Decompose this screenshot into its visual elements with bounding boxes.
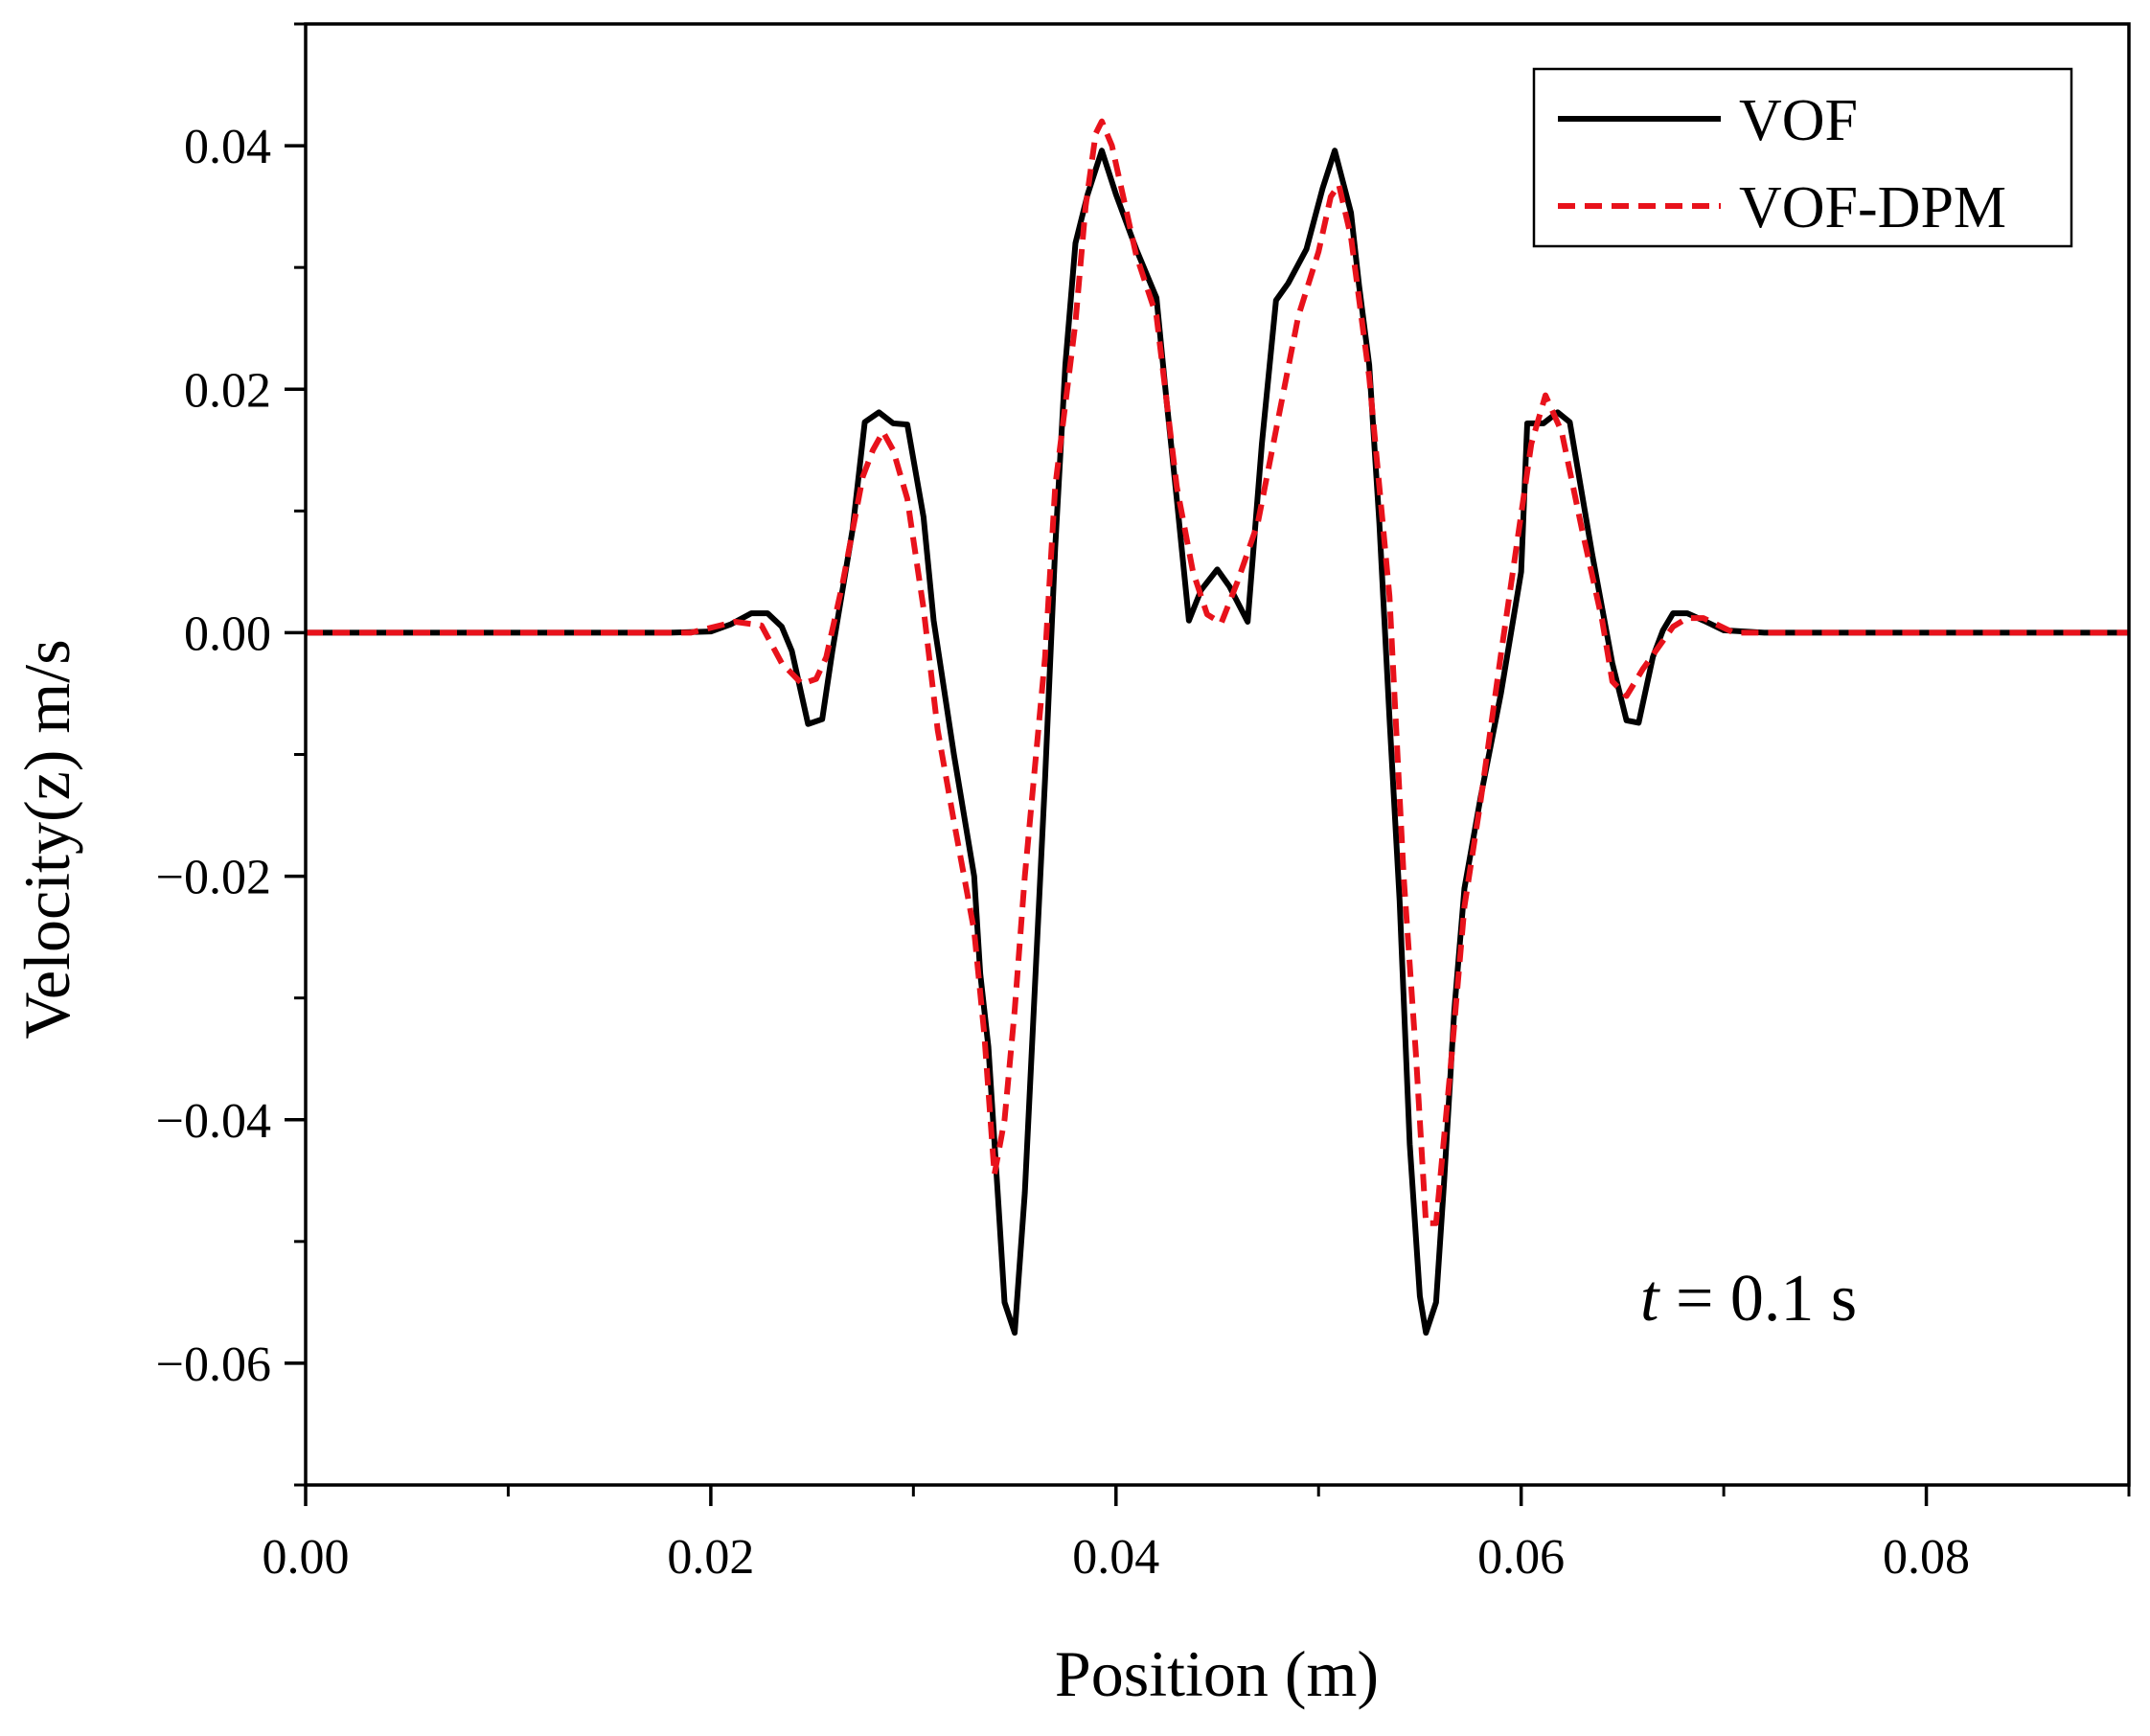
y-axis-title: Velocity(z) m/s <box>11 639 83 1039</box>
y-tick-label: −0.02 <box>156 851 271 905</box>
series-line-vof-dpm <box>306 118 2129 1226</box>
y-tick-label: −0.04 <box>156 1094 271 1149</box>
plot-lines <box>306 118 2129 1336</box>
legend-box <box>1532 67 2073 248</box>
y-tick-label: 0.02 <box>184 363 271 418</box>
x-tick-label: 0.04 <box>1072 1530 1159 1585</box>
legend: VOF VOF-DPM <box>1532 67 2073 248</box>
legend-label-vof-dpm: VOF-DPM <box>1739 175 2006 240</box>
time-annotation-var: t <box>1640 1262 1660 1336</box>
y-tick-label: 0.04 <box>184 120 271 174</box>
time-annotation-value: = 0.1 s <box>1658 1262 1857 1336</box>
x-tick-label: 0.00 <box>263 1530 350 1585</box>
x-tick-label: 0.02 <box>667 1530 754 1585</box>
y-tick-label: −0.06 <box>156 1337 271 1392</box>
x-tick-label: 0.08 <box>1883 1530 1970 1585</box>
legend-label-vof: VOF <box>1739 88 1858 153</box>
x-tick-label: 0.06 <box>1477 1530 1565 1585</box>
x-axis-title: Position (m) <box>1055 1637 1379 1710</box>
y-tick-label: 0.00 <box>184 606 271 661</box>
time-annotation: t = 0.1 s <box>1640 1262 1857 1336</box>
series-line-vof <box>306 148 2129 1336</box>
axes: 0.00 0.02 0.04 0.06 0.08 −0.06 −0.04 −0.02 0.00 0… <box>156 22 2131 1585</box>
